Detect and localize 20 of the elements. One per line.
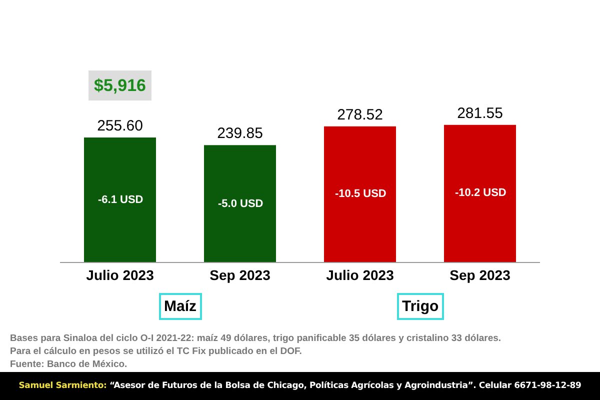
text: Maíz [164, 298, 197, 315]
x-tick-label: Julio 2023 [86, 266, 154, 283]
data-label: 255.60 [97, 118, 143, 134]
text: Bases para Sinaloa del ciclo O-I 2021-22: maíz 49 dólares, trigo panificable 35 dólares y cristalino 33 dólares. [10, 332, 502, 345]
annotation: -6.1 USD [98, 194, 144, 206]
x-tick-label: Sep 2023 [450, 266, 511, 283]
source-note: Fuente: Banco de México. [10, 358, 128, 371]
text: $5,916 [94, 76, 146, 95]
annotation: -10.5 USD [335, 188, 386, 200]
text: “Asesor de Futuros de la Bolsa de Chicago, Políticas Agrícolas y Agroindustria”. Celular 6671-98-12-89 [109, 381, 582, 391]
annotation: -10.2 USD [455, 187, 506, 199]
x-tick-label: Sep 2023 [210, 266, 271, 283]
text: Para el cálculo en pesos se utilizó el TC Fix publicado en el DOF. [10, 345, 303, 358]
data-label: 281.55 [457, 104, 503, 122]
text: Trigo [402, 298, 439, 315]
annotation: -5.0 USD [218, 198, 264, 210]
x-tick-label: Julio 2023 [326, 266, 394, 283]
data-label: 239.85 [217, 125, 263, 142]
text: Samuel Sarmiento: [18, 381, 107, 391]
data-label: 278.52 [337, 106, 383, 124]
